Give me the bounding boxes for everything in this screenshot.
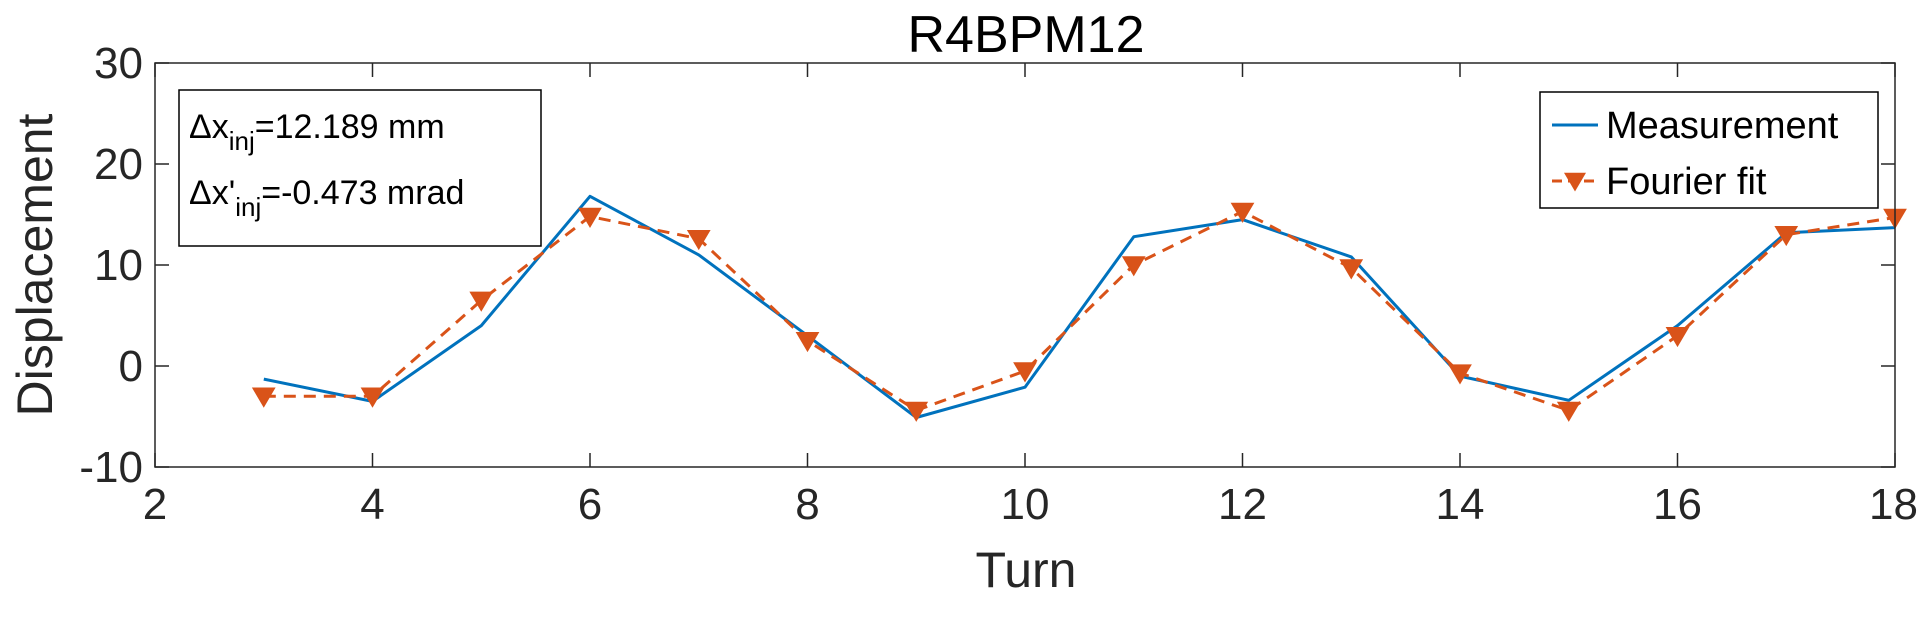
annotation-frame (178, 89, 542, 247)
x-tick-label: 14 (1436, 480, 1485, 529)
y-axis-label: Displacement (7, 113, 63, 416)
legend-items: Measurement Fourier fit (1552, 105, 1839, 203)
x-tick-label: 18 (1869, 480, 1918, 529)
data-point (469, 291, 494, 312)
x-tick-label: 2 (143, 480, 167, 529)
x-tick-label: 16 (1653, 480, 1702, 529)
annotation-line-2-subscript: inj (235, 192, 261, 222)
x-tick-label: 4 (360, 480, 384, 529)
series-layer (251, 194, 1907, 422)
data-point (1774, 225, 1799, 247)
y-tick-label: -10 (79, 443, 143, 492)
y-tick-label: 0 (119, 342, 143, 391)
legend-label-2: Fourier fit (1606, 161, 1767, 203)
plot-frame (154, 62, 1896, 468)
series-line-1 (263, 194, 1896, 419)
x-axis: 2 4 6 8 10 12 14 16 18 (143, 63, 1918, 529)
annotation-line-1-subscript: inj (229, 126, 255, 156)
data-point (1665, 326, 1690, 348)
y-axis: -10 0 10 20 30 (79, 39, 1895, 492)
y-tick-label: 10 (94, 241, 143, 290)
data-point (1448, 364, 1472, 385)
x-axis-label: Turn (976, 542, 1077, 598)
data-point (686, 229, 711, 251)
data-point (795, 332, 820, 353)
y-tick-label: 30 (94, 39, 143, 88)
data-point (904, 401, 929, 422)
y-tick-label: 20 (94, 140, 143, 189)
x-tick-label: 8 (795, 480, 819, 529)
x-tick-label: 6 (578, 480, 602, 529)
annotation-line-2-value: =-0.473 mrad (261, 174, 464, 212)
data-point (360, 387, 385, 408)
data-point (1230, 202, 1255, 223)
legend: Measurement Fourier fit (1539, 91, 1879, 209)
annotation-line-2: Δx'inj=-0.473 mrad (189, 174, 464, 222)
data-point (1013, 362, 1037, 383)
annotation-line-2-prefix: Δx' (189, 174, 235, 212)
chart-title: R4BPM12 (908, 6, 1145, 64)
data-point (578, 207, 602, 228)
annotation-line-1-value: =12.189 mm (255, 108, 445, 146)
data-point (1556, 401, 1581, 422)
legend-frame (1539, 91, 1879, 209)
data-point (251, 387, 276, 408)
series-line-2 (263, 210, 1896, 412)
data-point (1121, 256, 1146, 277)
annotation-line-1: Δxinj=12.189 mm (189, 108, 445, 156)
legend-label-1: Measurement (1606, 105, 1839, 147)
x-tick-label: 12 (1218, 480, 1267, 529)
annotation-box: Δxinj=12.189 mm Δx'inj=-0.473 mrad (178, 89, 542, 247)
legend-marker (1564, 172, 1586, 192)
data-point (1339, 259, 1364, 280)
x-tick-label: 10 (1001, 480, 1050, 529)
annotation-line-1-prefix: Δx (189, 108, 229, 146)
